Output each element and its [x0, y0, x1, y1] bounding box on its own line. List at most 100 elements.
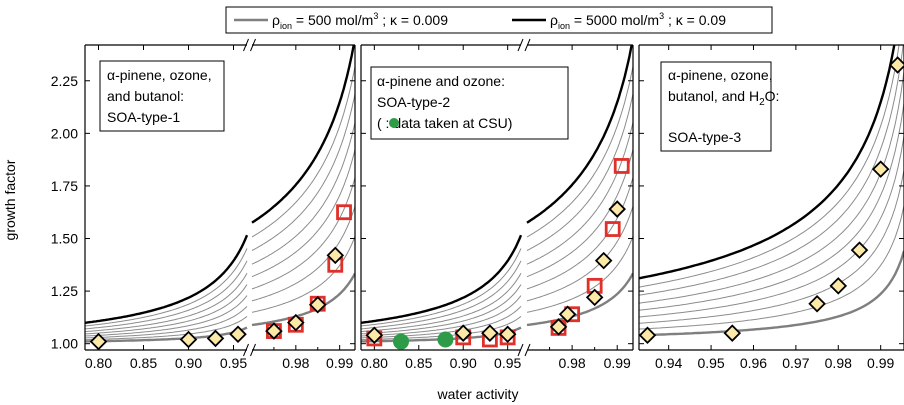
y-tick-label: 1.00: [51, 336, 78, 352]
diamond-point: [808, 294, 826, 313]
model-curve-high: [85, 234, 249, 324]
model-curve: [361, 284, 522, 335]
diamond-point: [888, 56, 904, 74]
x-tick-label: 0.90: [450, 355, 477, 371]
square-point: [336, 204, 352, 221]
diamond-point: [308, 296, 327, 314]
diamond-point: [638, 326, 657, 345]
annotation-line: SOA-type-2: [377, 94, 450, 110]
axis-break-mark: [517, 343, 524, 357]
x-tick-label: 0.99: [604, 355, 631, 371]
x-tick-label: 0.95: [697, 355, 724, 371]
diamond-point: [594, 251, 613, 270]
axis-break-mark: [250, 343, 256, 357]
model-curve: [526, 93, 633, 251]
model-curve: [639, 71, 904, 304]
square-point: [604, 221, 621, 237]
x-tick-label: 0.80: [361, 355, 388, 371]
x-tick-label: 0.99: [867, 355, 894, 371]
x-tick-label: 0.99: [326, 355, 353, 371]
y-tick-label: 1.50: [51, 231, 78, 247]
csu-point: [437, 331, 454, 348]
y-tick-labels: 1.00 1.25 1.50 1.75 2.00 2.25: [51, 73, 78, 352]
y-tick-label: 2.00: [51, 125, 78, 141]
x-tick-label: 0.95: [220, 355, 247, 371]
model-curve: [251, 122, 355, 265]
diamond-point: [850, 241, 869, 259]
legend-label-high: ρion = 5000 mol/m3 ; κ = 0.09: [550, 11, 726, 31]
diamond-point: [549, 318, 568, 336]
model-curve: [251, 93, 355, 251]
annotation-line: and butanol:: [107, 88, 184, 104]
model-curve: [639, 169, 904, 324]
annotation-line: SOA-type-1: [107, 109, 180, 125]
model-curve: [526, 122, 633, 265]
x-axis-label: water activity: [437, 386, 519, 402]
model-curve: [361, 260, 522, 330]
square-point: [613, 158, 630, 174]
csu-legend-marker: [389, 118, 399, 128]
diamond-point: [871, 160, 890, 178]
panel-soa-type-1: 0.80 0.85 0.90 0.95 0.98 0.99: [84, 38, 356, 371]
diamond-point: [829, 277, 848, 295]
model-curve: [639, 45, 900, 288]
model-curve: [361, 273, 522, 333]
plot-area: [85, 45, 355, 343]
model-curve: [361, 248, 522, 327]
model-curve: [526, 206, 633, 302]
annotation-line: α-pinene and ozone:: [377, 73, 505, 89]
model-curve: [526, 149, 633, 278]
diamond-point: [498, 325, 517, 343]
model-curve: [85, 260, 248, 330]
diamond-point: [481, 324, 499, 342]
model-curve-high: [639, 45, 896, 280]
model-curve-low: [251, 272, 355, 327]
diamond-point: [229, 325, 247, 343]
model-curve: [85, 305, 248, 339]
panel-soa-type-2: 0.80 0.85 0.90 0.95 0.98 0.99: [360, 38, 634, 371]
model-curve: [251, 66, 355, 238]
annotation-line: ( : data taken at CSU): [377, 115, 512, 131]
model-curve: [639, 205, 904, 330]
x-tick-label: 0.85: [405, 355, 432, 371]
legend-box: [225, 6, 773, 34]
x-tick-label: 0.95: [494, 355, 521, 371]
diamond-point: [558, 305, 577, 324]
annotation-line: α-pinene, ozone,: [668, 67, 773, 83]
panel-soa-type-3: 0.94 0.95 0.96 0.97 0.98 0.99: [638, 44, 904, 371]
y-tick-label: 1.25: [51, 283, 78, 299]
diamond-point: [585, 288, 604, 307]
model-curve-high: [361, 234, 523, 324]
x-tick-label: 0.97: [782, 355, 809, 371]
diamond-point: [454, 324, 472, 342]
model-curve-low: [639, 250, 904, 337]
axis-break-mark: [243, 343, 249, 357]
annotation-line: butanol, and H2O:: [668, 88, 779, 108]
model-curve: [251, 149, 355, 278]
axis-break-mark: [243, 38, 249, 52]
annotation-line: SOA-type-3: [668, 129, 741, 145]
axis-break-mark: [524, 38, 531, 52]
model-curve-high: [526, 45, 633, 224]
legend: ρion = 500 mol/m3 ; κ = 0.009 ρion = 500…: [225, 6, 773, 34]
model-curve: [526, 236, 633, 313]
x-tick-label: 0.85: [130, 355, 157, 371]
x-tick-label: 0.80: [85, 355, 112, 371]
model-curve: [251, 236, 355, 313]
annotation-panel-1: α-pinene, ozone, and butanol: SOA-type-1: [99, 60, 225, 132]
axis-break-mark: [524, 343, 531, 357]
x-tick-label: 0.98: [558, 355, 585, 371]
x-tick-label: 0.98: [825, 355, 852, 371]
model-curve-high: [251, 45, 355, 224]
diamond-point: [723, 324, 742, 342]
diamond-point: [287, 313, 305, 332]
x-tick-label: 0.96: [740, 355, 767, 371]
x-tick-label: 0.94: [655, 355, 682, 371]
diamond-point: [179, 330, 198, 349]
model-curve: [639, 135, 904, 318]
model-curve: [85, 273, 248, 333]
x-tick-label: 0.98: [282, 355, 309, 371]
model-curve: [251, 206, 355, 302]
annotation-line: α-pinene, ozone,: [107, 67, 212, 83]
diamond-point: [365, 326, 384, 345]
